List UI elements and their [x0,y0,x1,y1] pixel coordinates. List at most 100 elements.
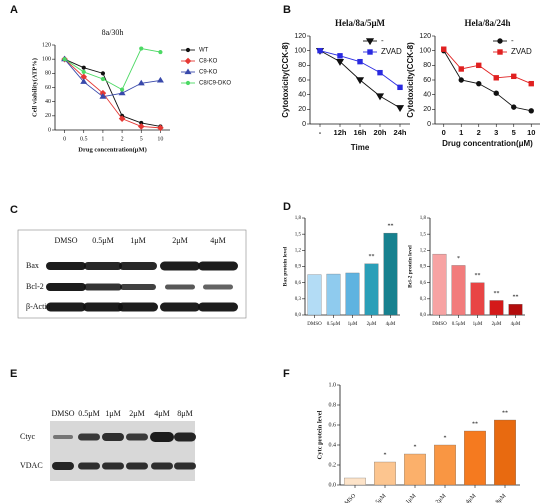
x-tick-label: 4μM [386,322,396,327]
blot-band [150,432,174,442]
marker [100,71,106,76]
marker [395,105,405,113]
blot-band [83,302,123,312]
blot-band [78,462,100,470]
legend-marker [367,49,373,55]
y-tick-label: 0,3 [295,297,302,302]
significance-label: ** [494,291,500,297]
bar [345,272,360,316]
marker [357,58,363,65]
y-tick-label: 0,3 [420,297,427,302]
y-tick-label: 80 [298,62,306,69]
y-tick-label: 100 [419,48,431,55]
y-tick-label: 0,0 [420,313,427,318]
y-tick-label: 120 [42,42,51,48]
x-tick-label: 2 [121,136,124,142]
y-tick-label: 60 [423,77,431,84]
significance-label: ** [513,295,519,301]
blot-band [119,262,157,270]
panel-letter: F [283,368,290,380]
significance-label: * [414,444,417,450]
marker [80,78,88,84]
x-tick-label: 1 [101,136,104,142]
marker [375,93,385,101]
x-tick-label: 12h [334,128,347,137]
y-tick-label: 100 [42,57,51,63]
blot-band [165,284,195,290]
marker [139,46,144,51]
legend-label: C9-KO [199,70,218,76]
y-tick-label: 40 [45,99,51,105]
y-axis-label: Bax protein level [282,246,288,286]
significance-label: * [457,256,460,262]
x-tick-label: 4μM [511,322,521,327]
x-tick-label: 5 [512,128,516,137]
bar [344,477,366,486]
blot-band [198,261,238,271]
y-tick-label: 80 [45,71,51,77]
blot-row-label: β-Actin [26,302,51,311]
legend-label: C8/C9-DKO [199,81,231,87]
marker [458,77,464,83]
bar [383,232,398,316]
marker [335,58,345,66]
legend-marker [185,80,191,86]
y-tick-label: 1,2 [420,248,427,253]
marker [158,49,163,55]
x-tick-label: 5 [140,136,143,142]
marker [493,75,499,81]
marker [62,57,67,62]
blot-band [102,433,124,441]
marker [355,77,365,85]
x-tick-label: 10 [157,136,163,142]
blot-band [46,283,86,291]
y-tick-label: 0,6 [295,281,302,286]
blot-band [46,302,86,312]
blot-band [160,302,200,312]
x-tick-label: 0.5μM [372,493,388,503]
y-tick-label: 20 [298,106,306,113]
y-tick-label: 1,8 [420,216,427,221]
x-tick-label: - [319,128,322,137]
bar [432,253,447,316]
y-tick-label: 1,5 [420,232,427,237]
y-tick-label: 0.6 [329,422,337,428]
blot-column-label: 8μM [177,409,192,418]
x-tick-label: 2μM [367,322,377,327]
y-axis-label: Cytotoxicity(CCK-8) [281,42,290,118]
significance-label: ** [388,223,394,229]
x-tick-label: 0.5μM [327,322,341,327]
legend-label: ZVAD [381,47,402,56]
x-tick-label: DMSO [341,493,358,503]
blot-band [118,302,158,312]
legend-label: C8-KO [199,59,218,65]
marker [458,66,464,72]
bar [451,265,466,316]
marker [476,62,482,69]
y-tick-label: 0,0 [295,313,302,318]
blot-band [174,432,196,442]
bar [326,273,341,316]
x-axis-label: Drug concentration(μM) [442,139,533,148]
x-tick-label: 1μM [405,493,418,503]
y-axis-label: Cytc protein level [316,410,323,459]
y-tick-label: 0 [427,121,431,128]
significance-label: * [384,452,387,458]
bar [404,453,426,486]
panel-letter: E [10,368,17,380]
significance-label: * [444,435,447,441]
marker [476,80,482,87]
significance-label: ** [475,273,481,279]
y-tick-label: 20 [423,106,431,113]
marker [99,93,107,99]
marker [100,76,106,82]
bar [364,263,379,316]
blot-band [84,283,122,291]
blot-column-label: DMSO [54,236,77,245]
bar [464,430,486,486]
legend-label: - [381,36,384,45]
legend-marker [365,38,375,46]
y-tick-label: 1.0 [329,382,337,388]
y-tick-label: 100 [294,48,306,55]
